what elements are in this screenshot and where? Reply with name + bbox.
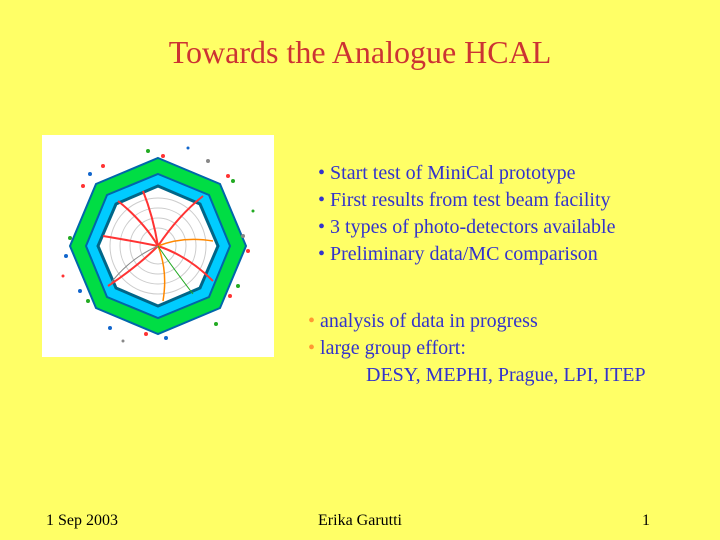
detector-svg <box>42 135 274 357</box>
bullet-text: First results from test beam facility <box>330 189 611 211</box>
bullet-item: • Preliminary data/MC comparison <box>318 241 615 268</box>
bullet-text: Preliminary data/MC comparison <box>330 243 598 265</box>
bullet-indent-line: DESY, MEPHI, Prague, LPI, ITEP <box>308 362 646 389</box>
bullet-item: • large group effort: <box>308 335 646 362</box>
detector-diagram <box>42 135 274 357</box>
bullet-item: • First results from test beam facility <box>318 187 615 214</box>
bullet-item: • analysis of data in progress <box>308 308 646 335</box>
bullet-group-2: • analysis of data in progress • large g… <box>308 308 646 389</box>
bullet-item: • Start test of MiniCal prototype <box>318 160 615 187</box>
bullet-text: Start test of MiniCal prototype <box>330 162 576 184</box>
footer-author: Erika Garutti <box>0 512 720 530</box>
bullet-item: • 3 types of photo-detectors available <box>318 214 615 241</box>
footer-page-number: 1 <box>642 512 650 530</box>
bullet-text: large group effort: <box>320 337 466 359</box>
bullet-text: analysis of data in progress <box>320 310 538 332</box>
bullet-group-1: • Start test of MiniCal prototype • Firs… <box>318 160 615 268</box>
bullet-text: 3 types of photo-detectors available <box>330 216 615 238</box>
slide-title: Towards the Analogue HCAL <box>0 34 720 71</box>
